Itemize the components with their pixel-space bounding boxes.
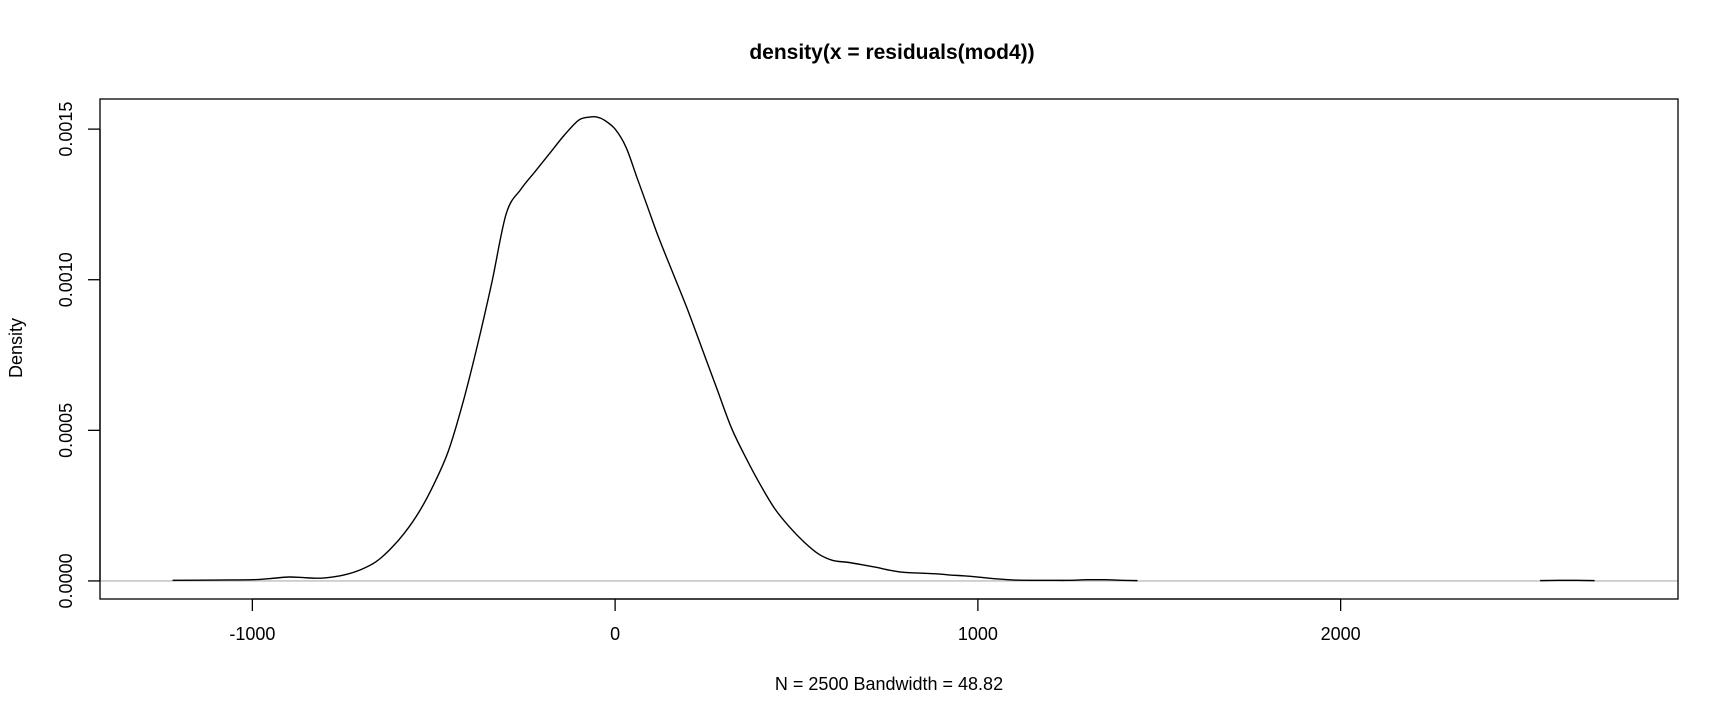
y-axis: 0.0000 0.0005 0.0010 0.0015 [56,102,101,608]
plot-area [99,98,1679,600]
x-axis: -1000 0 1000 2000 [229,598,1361,644]
y-tick-label: 0.0015 [56,102,76,157]
y-tick-label: 0.0005 [56,403,76,458]
y-axis-label: Density [6,318,26,378]
x-tick-label: 1000 [958,624,998,644]
x-tick-label: 0 [610,624,620,644]
y-tick-label: 0.0010 [56,252,76,307]
density-curve [172,115,1138,582]
chart-title: density(x = residuals(mod4)) [749,41,1034,64]
x-axis-label: N = 2500 Bandwidth = 48.82 [775,674,1003,694]
y-tick-label: 0.0000 [56,553,76,608]
plot-frame [99,98,1679,600]
x-tick-label: -1000 [229,624,275,644]
x-tick-label: 2000 [1321,624,1361,644]
